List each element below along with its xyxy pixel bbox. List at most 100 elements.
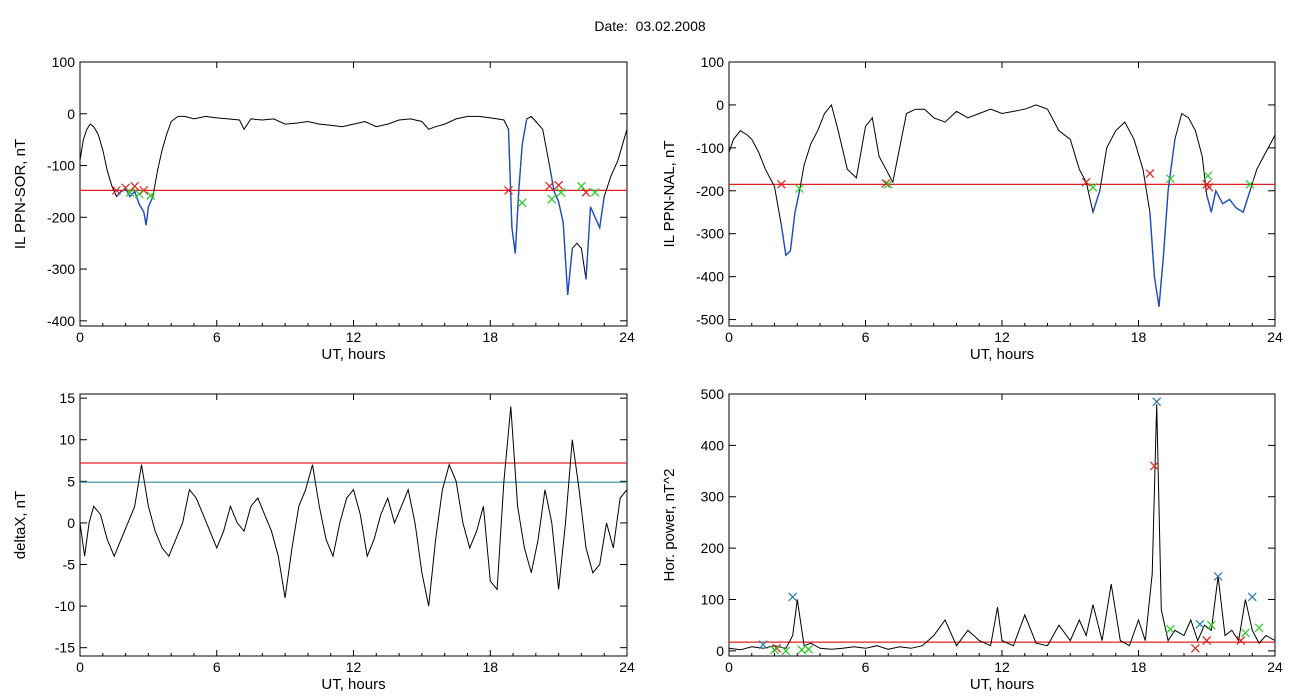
hpower-ytick-label: 100 (701, 591, 725, 607)
nal-highlight-segment (1149, 139, 1176, 307)
nal-marker-green (795, 184, 804, 194)
sor-ytick-label: -400 (47, 313, 75, 329)
nal-xtick-label: 0 (725, 329, 733, 345)
deltax-ytick-label: 10 (59, 432, 75, 448)
hpower-marker-green (1254, 623, 1264, 633)
nal-x-axis-label: UT, hours (970, 346, 1034, 363)
deltax-series-line (80, 406, 627, 607)
sor-y-axis-label: IL PPN-SOR, nT (12, 139, 29, 249)
hpower-ytick-label: 500 (701, 386, 725, 402)
deltax-ytick-label: 0 (67, 515, 75, 531)
hpower-marker-green (1206, 620, 1216, 630)
hpower-marker-blue (1195, 619, 1205, 629)
nal-highlight-segment (1206, 188, 1251, 214)
hpower-marker-blue (1213, 571, 1223, 581)
deltax-ytick-label: -5 (63, 557, 76, 573)
nal-ytick-label: -200 (696, 183, 724, 199)
sor-marker-red (504, 185, 513, 195)
deltax-ytick-label: 5 (67, 473, 75, 489)
sor-ytick-label: 0 (67, 106, 75, 122)
hpower-marker-blue (758, 640, 768, 650)
nal-marker-red (881, 179, 891, 188)
hpower-xtick-label: 18 (1131, 659, 1147, 675)
nal-marker-red (1081, 177, 1091, 187)
nal-marker-red (1204, 182, 1214, 192)
deltax-xtick-label: 6 (213, 659, 221, 675)
hpower-xtick-label: 0 (725, 659, 733, 675)
hpower-marker-green (1165, 624, 1175, 634)
nal-ytick-label: -400 (696, 269, 724, 285)
nal-marker-green (1165, 174, 1175, 184)
sor-xtick-label: 12 (346, 329, 362, 345)
hpower-marker-red (1202, 636, 1212, 646)
nal-marker-green (883, 179, 893, 189)
nal-marker-green (1088, 182, 1098, 192)
sor-highlight-segment (548, 165, 573, 295)
sor-marker-red (130, 181, 140, 191)
hpower-marker-blue (788, 592, 798, 602)
hpower-ytick-label: 300 (701, 489, 725, 505)
sor-ytick-label: -300 (47, 261, 75, 277)
nal-y-axis-label: IL PPN-NAL, nT (661, 141, 678, 248)
sor-marker-red (545, 181, 554, 191)
sor-xtick-label: 6 (213, 329, 221, 345)
nal-ytick-label: 100 (701, 54, 725, 70)
nal-ytick-label: -500 (696, 312, 724, 328)
nal-xtick-label: 12 (994, 329, 1010, 345)
sor-marker-green (146, 191, 156, 200)
sor-ytick-label: 100 (52, 54, 76, 70)
nal-plot-area (729, 103, 1275, 307)
hpower-plot-area (729, 397, 1275, 656)
hpower-marker-green (1241, 628, 1250, 638)
hpower-xtick-label: 6 (862, 659, 870, 675)
sor-marker-green (556, 188, 566, 197)
deltax-ytick-label: -10 (55, 598, 75, 614)
nal-xtick-label: 6 (862, 329, 870, 345)
nal-ytick-label: -100 (696, 140, 724, 156)
sor-x-axis-label: UT, hours (321, 346, 385, 363)
nal-ytick-label: -300 (696, 226, 724, 242)
sor-plot-area (80, 115, 627, 295)
sor-highlight-segment (507, 118, 528, 254)
nal-xtick-label: 24 (1267, 329, 1283, 345)
deltax-xtick-label: 0 (76, 659, 84, 675)
nal-ytick-label: 0 (716, 97, 724, 113)
sor-marker-green (517, 198, 527, 208)
sor-ytick-label: -200 (47, 209, 75, 225)
sor-marker-green (547, 194, 557, 204)
hpower-series-line (729, 404, 1275, 651)
hpower-marker-green (797, 645, 807, 655)
nal-marker-green (1203, 171, 1213, 181)
hpower-plot-frame (728, 393, 1276, 657)
nal-xtick-label: 18 (1131, 329, 1147, 345)
hpower-marker-red (1190, 643, 1200, 653)
nal-highlight-segment (780, 190, 801, 257)
deltax-xtick-label: 12 (346, 659, 362, 675)
deltax-ytick-label: -15 (55, 640, 75, 656)
sor-xtick-label: 0 (76, 329, 84, 345)
deltax-plot-area (80, 406, 627, 607)
hpower-marker-green (781, 646, 791, 656)
hpower-marker-red (1236, 636, 1246, 646)
nal-highlight-segment (1092, 190, 1101, 213)
sor-xtick-label: 18 (482, 329, 498, 345)
sor-highlight-segment (585, 196, 605, 280)
hpower-xtick-label: 12 (994, 659, 1010, 675)
hpower-ytick-label: 0 (716, 643, 724, 659)
deltax-ytick-label: 15 (59, 390, 75, 406)
sor-marker-red (139, 185, 149, 195)
page-title: Date: 03.02.2008 (594, 18, 706, 34)
sor-ytick-label: -100 (47, 158, 75, 174)
sor-marker-green (576, 181, 586, 191)
hpower-marker-blue (1152, 397, 1162, 407)
nal-series-line (729, 103, 1275, 307)
hpower-marker-green (804, 644, 814, 654)
sor-marker-red (581, 188, 591, 197)
hpower-x-axis-label: UT, hours (970, 676, 1034, 693)
hpower-y-axis-label: Hor. power, nT^2 (661, 469, 678, 582)
hpower-ytick-label: 400 (701, 437, 725, 453)
